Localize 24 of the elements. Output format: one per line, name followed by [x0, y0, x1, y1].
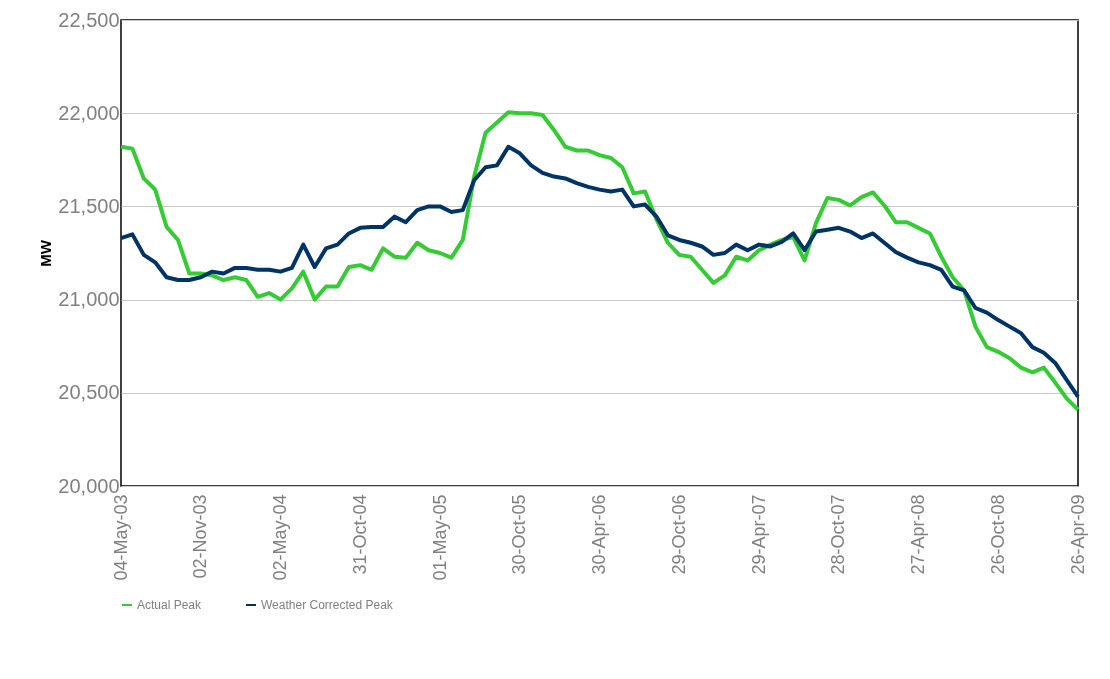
y-tick-label: 22,000 — [58, 101, 120, 124]
x-tick-label: 04-May-03 — [110, 494, 131, 581]
y-tick-label: 20,500 — [58, 381, 120, 404]
x-tick-label: 02-Nov-03 — [190, 494, 211, 579]
line-series — [119, 110, 1080, 412]
x-tick-label: 02-May-04 — [270, 494, 290, 581]
x-tick-label: 28-Oct-07 — [828, 494, 849, 575]
x-tick-label: 30-Apr-06 — [589, 494, 609, 575]
y-tick-label: 20,000 — [58, 474, 120, 497]
x-tick-label: 26-Oct-08 — [987, 494, 1008, 575]
y-tick-label: 22,500 — [58, 8, 120, 31]
y-tick-label: 21,000 — [58, 288, 120, 311]
x-tick-label: 01-May-05 — [429, 494, 450, 581]
x-tick-label: 30-Oct-05 — [509, 494, 530, 575]
y-tick-label: 21,500 — [58, 194, 120, 217]
legend-label: Weather Corrected Peak — [261, 598, 394, 612]
line-series — [119, 144, 1080, 399]
x-tick-label: 29-Oct-06 — [668, 494, 689, 575]
x-tick-label: 29-Apr-07 — [748, 494, 769, 575]
x-tick-label: 26-Apr-09 — [1067, 494, 1088, 575]
legend-label: Actual Peak — [137, 598, 203, 612]
y-axis-title: MW — [37, 239, 55, 267]
x-tick-label: 31-Oct-04 — [349, 494, 370, 575]
x-tick-label: 27-Apr-08 — [908, 494, 928, 575]
